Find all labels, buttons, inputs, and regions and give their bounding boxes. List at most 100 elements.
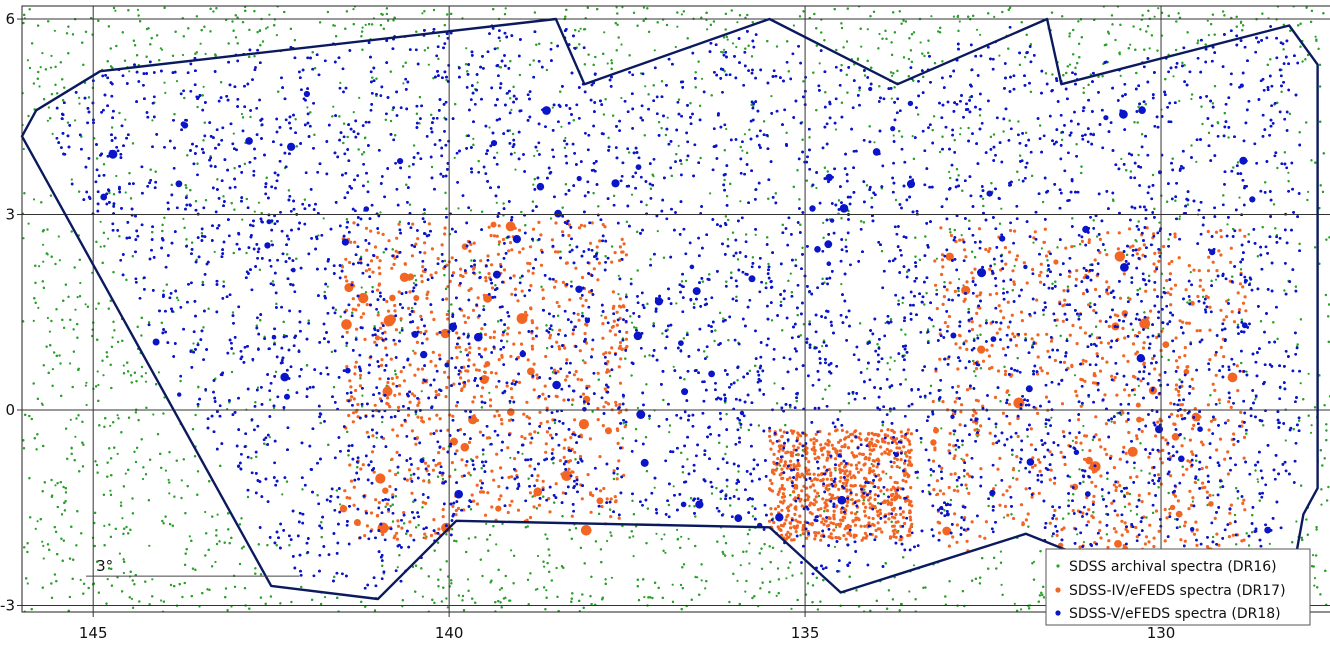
data-point [1073, 245, 1075, 247]
data-point [920, 41, 922, 43]
data-point [1215, 279, 1217, 281]
data-point [281, 493, 283, 495]
data-point [755, 234, 757, 236]
data-point [701, 78, 703, 80]
data-point [940, 427, 942, 429]
data-point [358, 97, 360, 99]
data-point [457, 207, 459, 209]
data-point [953, 16, 955, 18]
data-point [160, 599, 162, 601]
data-point [657, 230, 659, 232]
data-point [217, 514, 219, 516]
data-point [993, 16, 995, 18]
data-point [85, 303, 87, 305]
data-point [822, 222, 824, 224]
data-point [704, 587, 706, 589]
data-point [52, 368, 54, 370]
data-point [976, 29, 978, 31]
data-point [1269, 543, 1271, 545]
data-point [560, 126, 562, 128]
data-point [97, 384, 99, 386]
data-point [643, 7, 645, 9]
data-point [505, 7, 507, 9]
data-point [632, 535, 634, 537]
data-point [998, 55, 1000, 57]
data-point [885, 473, 887, 475]
data-point [339, 503, 341, 505]
data-point [667, 117, 669, 119]
data-point [1212, 494, 1214, 496]
data-point [107, 238, 109, 240]
data-point [48, 106, 50, 108]
data-point [780, 550, 782, 552]
data-point [1172, 75, 1174, 77]
data-point [821, 345, 823, 347]
data-point [258, 202, 260, 204]
data-point [1311, 424, 1313, 426]
data-point [148, 545, 150, 547]
data-point [192, 342, 194, 344]
data-point [913, 564, 915, 566]
data-point [270, 240, 272, 242]
data-point [168, 479, 170, 481]
data-point [499, 40, 501, 42]
data-point [607, 62, 609, 64]
data-point [975, 375, 977, 377]
data-point [673, 485, 675, 487]
data-point [397, 566, 399, 568]
data-point [793, 24, 795, 26]
data-point [1120, 75, 1122, 77]
data-point [1179, 215, 1181, 217]
data-point [41, 541, 43, 543]
data-point [163, 82, 165, 84]
data-point [1190, 271, 1192, 273]
data-point [1313, 585, 1315, 587]
data-point [776, 595, 778, 597]
data-point [1162, 328, 1164, 330]
data-point [182, 54, 184, 56]
data-point [454, 157, 456, 159]
data-point [676, 529, 678, 531]
data-point [867, 28, 869, 30]
data-point [1174, 518, 1176, 520]
data-point [37, 520, 39, 522]
data-point [1020, 608, 1022, 610]
data-point [59, 259, 61, 261]
data-point [465, 47, 467, 49]
data-point [675, 46, 677, 48]
data-point [109, 425, 111, 427]
data-point [681, 13, 683, 15]
data-point [1157, 7, 1159, 9]
data-point [1307, 191, 1309, 193]
data-point [376, 437, 378, 439]
data-point [1238, 197, 1240, 199]
data-point [421, 390, 423, 392]
data-point [42, 244, 44, 246]
data-point [912, 135, 914, 137]
data-point [564, 137, 566, 139]
data-point [70, 419, 72, 421]
data-point [1000, 208, 1002, 210]
data-point [908, 590, 910, 592]
data-point [97, 370, 99, 372]
data-point [680, 536, 682, 538]
data-point [741, 150, 743, 152]
data-point [979, 34, 981, 36]
data-point [893, 134, 895, 136]
data-point [28, 223, 30, 225]
data-point [840, 283, 842, 285]
data-point [770, 95, 772, 97]
data-point [42, 545, 44, 547]
data-point [725, 128, 727, 130]
data-point [103, 525, 105, 527]
data-point [27, 59, 29, 61]
data-point [362, 27, 364, 29]
data-point [1041, 247, 1043, 249]
data-point [160, 47, 162, 49]
data-point [736, 580, 738, 582]
data-point [533, 155, 535, 157]
data-point [580, 28, 582, 30]
data-point [78, 103, 80, 105]
